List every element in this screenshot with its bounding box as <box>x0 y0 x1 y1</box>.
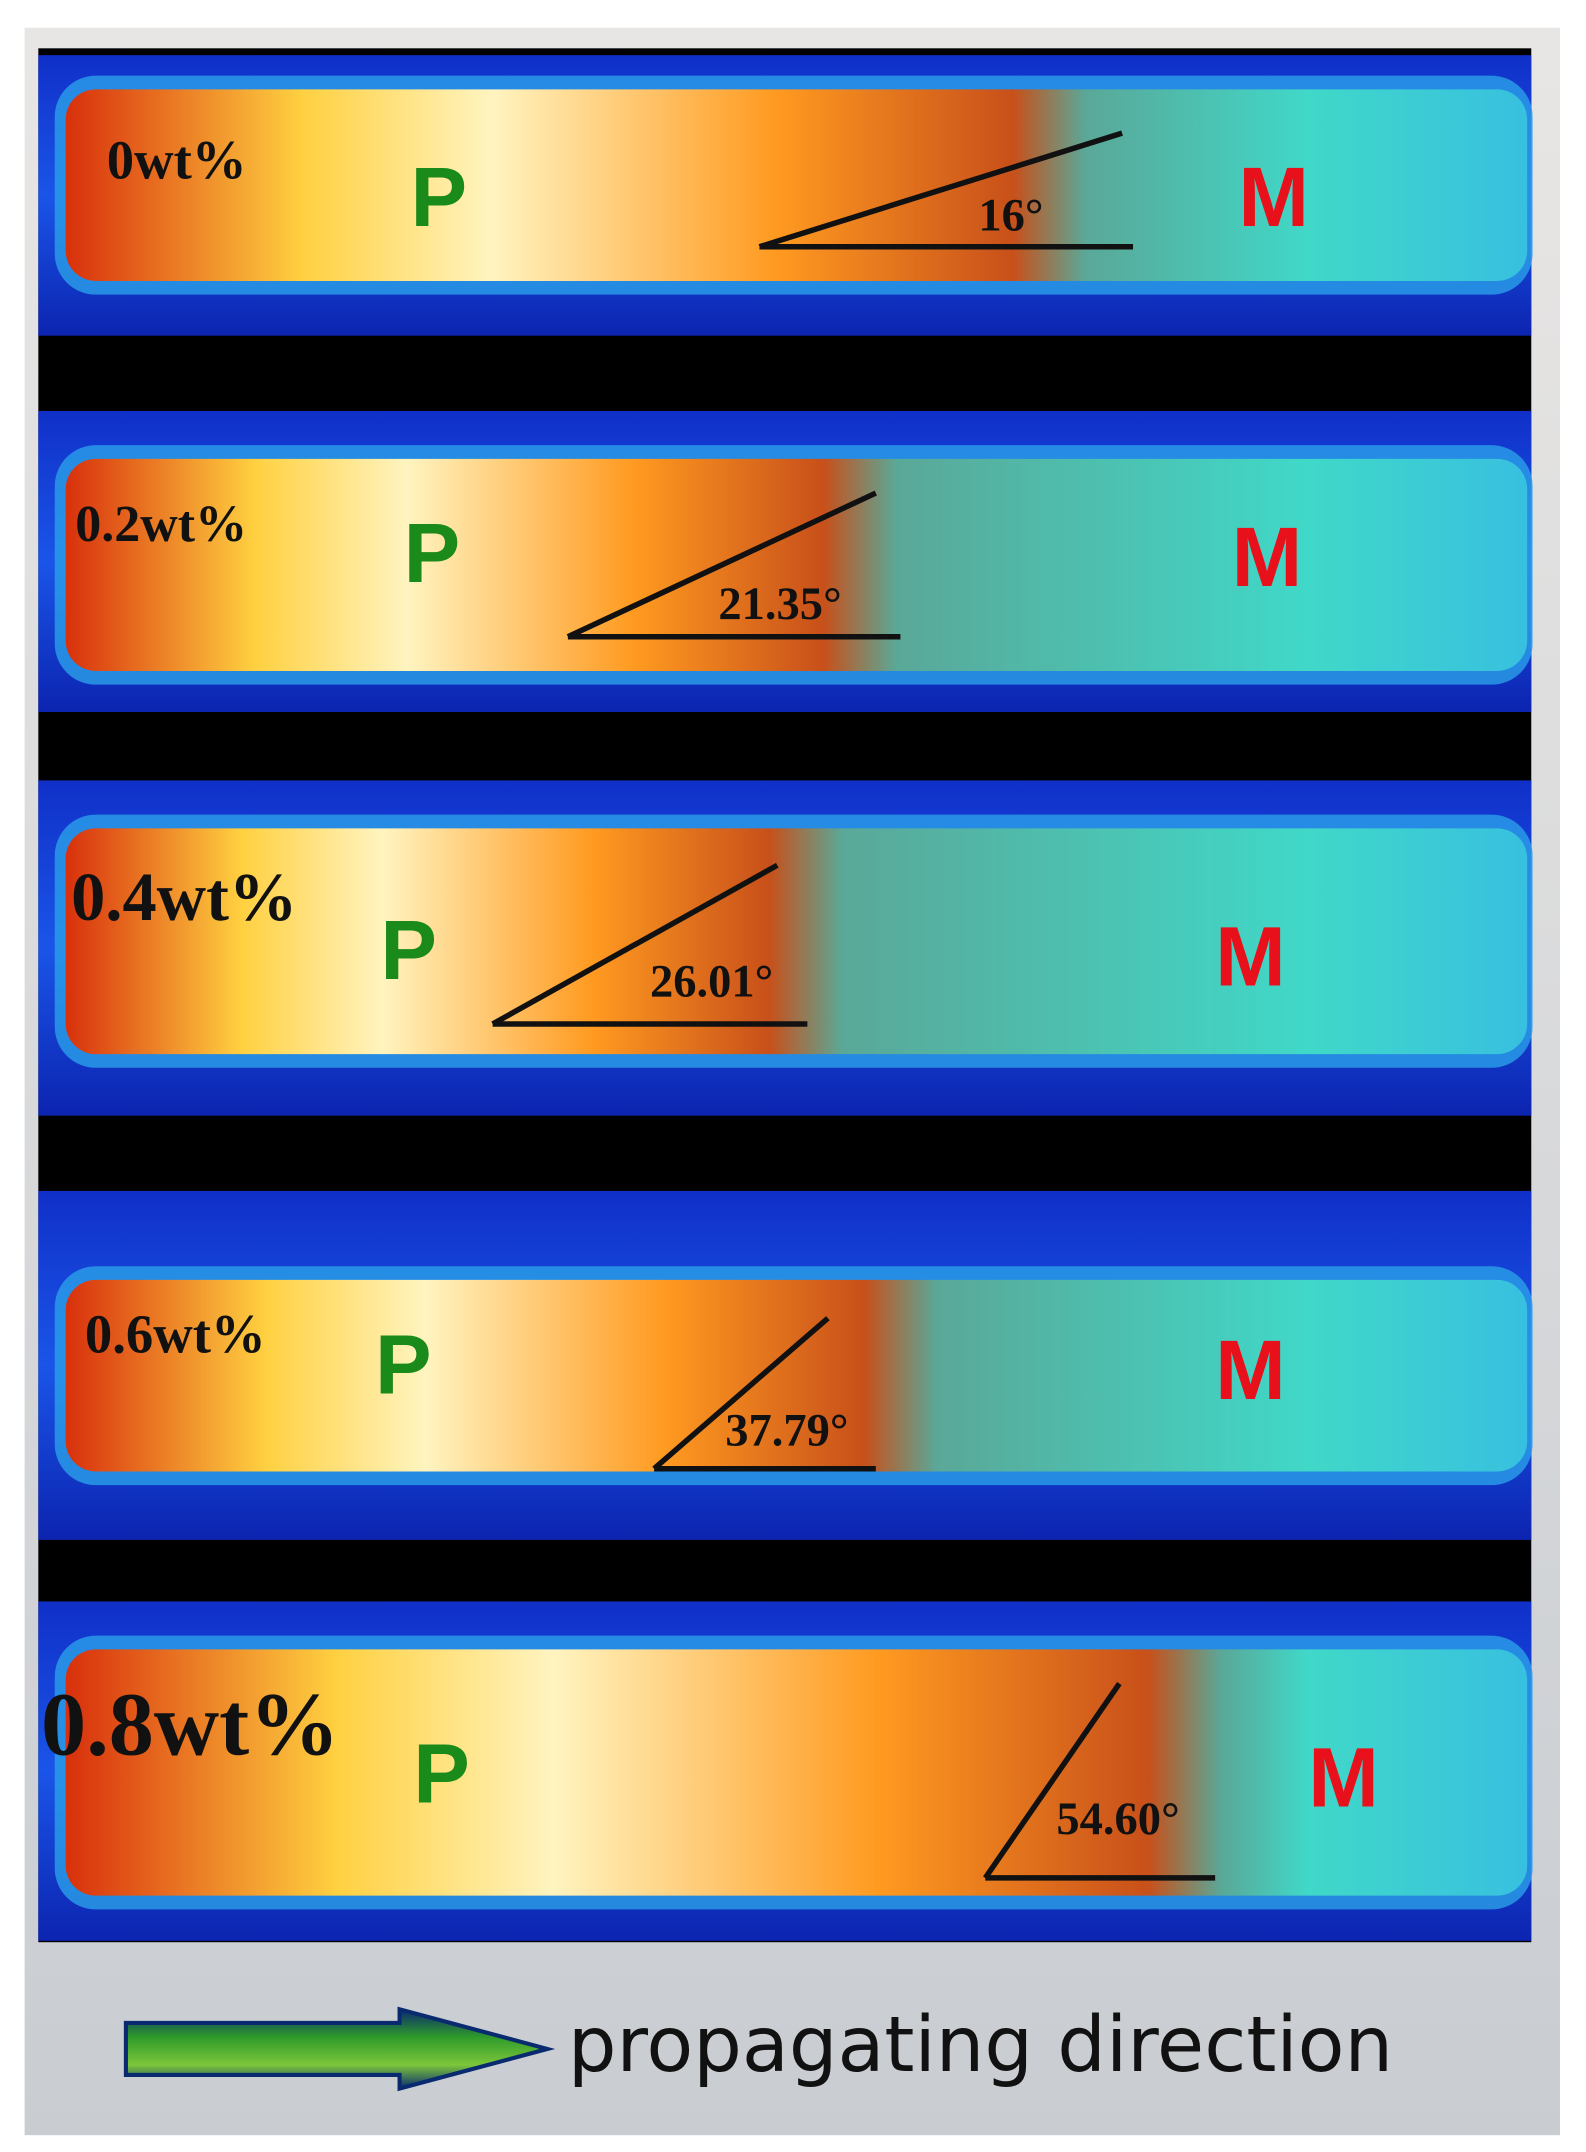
phase-p: P <box>375 1316 432 1411</box>
concentration-label: 0.4wt% <box>71 859 297 935</box>
concentration-label: 0.8wt% <box>41 1675 339 1775</box>
panel: 0.8wt% P M 54.60° <box>38 1601 1533 1941</box>
angle-value: 16° <box>978 190 1043 241</box>
angle-value: 26.01° <box>650 957 773 1008</box>
panel: 0wt% P M 16° <box>38 55 1533 336</box>
angle-value: 21.35° <box>718 579 841 630</box>
angle-value: 37.79° <box>725 1405 848 1456</box>
panel: 0.2wt% P M 21.35° <box>38 410 1533 712</box>
angle-value: 54.60° <box>1056 1794 1179 1845</box>
phase-m: M <box>1238 149 1309 244</box>
phase-m: M <box>1215 909 1286 1004</box>
phase-p: P <box>411 149 468 244</box>
angle-line <box>983 1682 1122 1880</box>
angle-line <box>491 862 779 1027</box>
phase-m: M <box>1308 1730 1379 1825</box>
phase-p: P <box>380 902 437 997</box>
angle-line <box>652 1316 830 1471</box>
panel: 0.4wt% P M 26.01° <box>38 780 1533 1116</box>
concentration-label: 0.6wt% <box>85 1303 266 1364</box>
concentration-label: 0.2wt% <box>75 496 247 553</box>
phase-m: M <box>1232 509 1303 604</box>
thermal-bar <box>65 458 1528 671</box>
angle-line <box>566 490 877 640</box>
concentration-label: 0wt% <box>107 129 247 190</box>
phase-p: P <box>413 1726 470 1821</box>
direction-arrow <box>123 2006 556 2092</box>
footer-text: propagating direction <box>568 2001 1393 2090</box>
panel: 0.6wt% P M 37.79° <box>38 1190 1533 1540</box>
angle-line <box>758 130 1123 250</box>
phase-m: M <box>1215 1322 1286 1417</box>
thermal-bar <box>65 1279 1528 1472</box>
thermal-bar <box>65 1649 1528 1896</box>
thermal-bar <box>65 828 1528 1055</box>
thermal-bar <box>65 89 1528 281</box>
phase-p: P <box>404 505 461 600</box>
